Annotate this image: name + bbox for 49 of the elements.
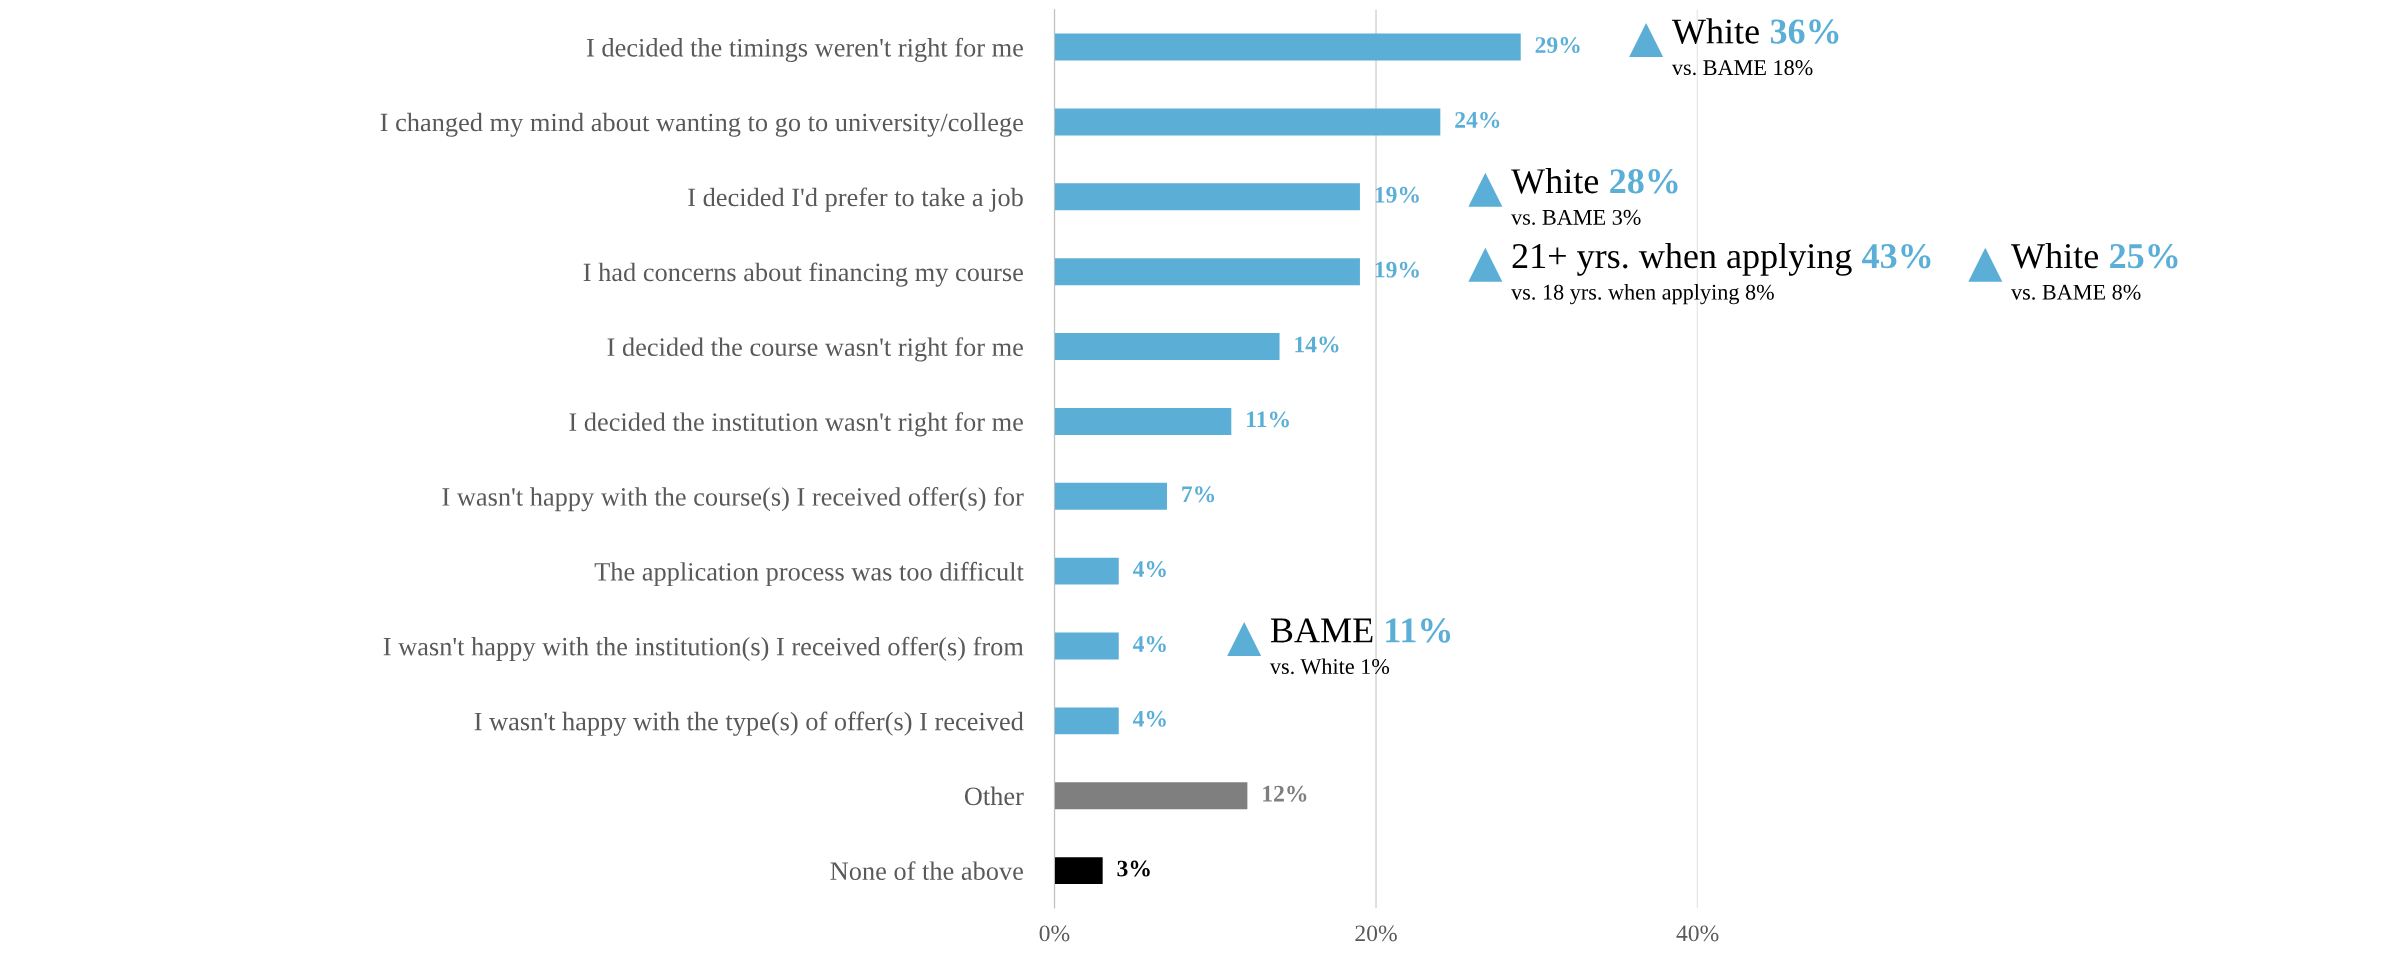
y-tick-label: I wasn't happy with the course(s) I received offer(s) for <box>442 486 1024 512</box>
data-label: 19% <box>1375 261 1419 278</box>
annotation: vs. White 1% <box>1269 658 1390 675</box>
bar <box>1054 482 1167 510</box>
data-label: 12% <box>1263 785 1307 802</box>
x-tick-label: 0% <box>1039 925 1070 942</box>
annotation: 21+ yrs. when applying 43% <box>1512 242 1931 276</box>
bar <box>1054 782 1248 810</box>
y-tick-label: I decided the institution wasn't right for me <box>569 412 1023 437</box>
annotation: vs. 18 yrs. when applying 8% <box>1511 284 1774 305</box>
data-label: 4% <box>1132 710 1166 727</box>
bar <box>1054 183 1360 211</box>
y-tick-label: I wasn't happy with the type(s) of offer(s) I received <box>474 711 1024 736</box>
data-label: 24% <box>1455 111 1500 128</box>
bar <box>1054 632 1119 660</box>
y-tick-label: Other <box>964 786 1024 806</box>
data-label: 29% <box>1535 37 1580 54</box>
x-tick-label: 40% <box>1676 925 1719 942</box>
y-tick-label: The application process was too difficult <box>594 561 1024 587</box>
y-tick-label: I decided the course wasn't right for me <box>607 337 1023 362</box>
y-tick-label: I decided I'd prefer to take a job <box>688 187 1023 212</box>
y-tick-label: None of the above <box>830 861 1023 881</box>
y-tick-label: I wasn't happy with the institution(s) I received offer(s) from <box>383 636 1024 661</box>
y-tick-label: I had concerns about financing my course <box>583 262 1023 287</box>
bar <box>1054 707 1119 735</box>
data-label: 19% <box>1375 186 1419 203</box>
data-label: 14% <box>1295 336 1339 353</box>
annotation: White 28% <box>1511 168 1678 194</box>
data-label: 3% <box>1117 860 1150 877</box>
bar <box>1054 333 1280 361</box>
bar <box>1054 258 1360 286</box>
annotation: vs. BAME 18% <box>1671 60 1813 76</box>
y-tick-label: I decided the timings weren't right for me <box>586 37 1023 63</box>
bar <box>1054 33 1521 61</box>
x-tick-label: 20% <box>1355 925 1397 942</box>
annotation: vs. BAME 3% <box>1511 209 1641 225</box>
data-label: 4% <box>1132 635 1166 652</box>
data-label: 11% <box>1247 411 1289 428</box>
bar <box>1054 108 1441 136</box>
data-label: 7% <box>1182 486 1215 503</box>
y-tick-label: I changed my mind about wanting to go to university/college <box>380 112 1023 137</box>
annotation: White 36% <box>1671 18 1839 44</box>
annotation: BAME 11% <box>1270 618 1451 643</box>
data-label: 4% <box>1132 561 1166 578</box>
bar <box>1054 407 1232 435</box>
text: White 25% <box>2011 242 2178 269</box>
bar <box>1054 857 1103 885</box>
bar <box>1054 557 1119 585</box>
text: vs. BAME 8% <box>2011 284 2141 300</box>
